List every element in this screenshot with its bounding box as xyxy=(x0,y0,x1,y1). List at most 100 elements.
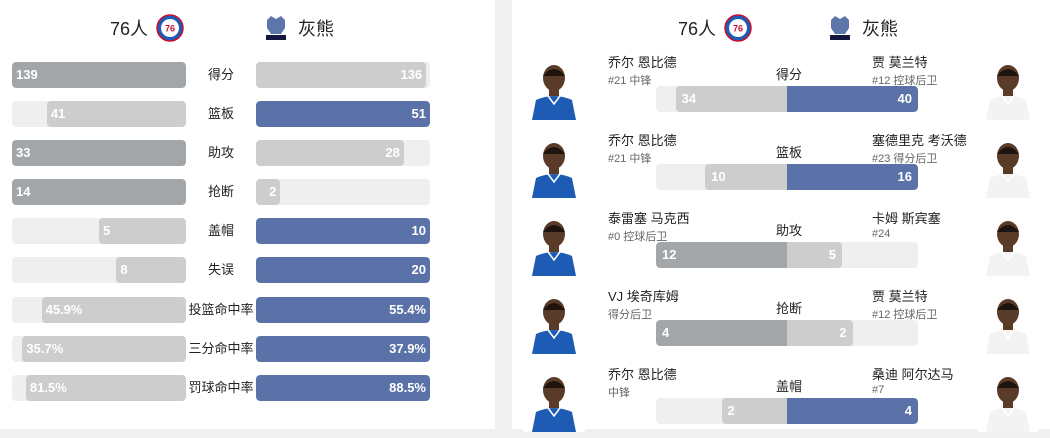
home-player-name[interactable]: VJ 埃奇库姆 xyxy=(608,289,679,304)
leaders-panel: 76人 76 灰熊 乔尔 恩比德 #21 中锋贾 莫兰特 #12 控球后卫 得分 34 4… xyxy=(512,0,1050,432)
home-leader-fill: 10 xyxy=(705,164,787,190)
away-player-name[interactable]: 卡姆 斯宾塞 xyxy=(872,211,941,226)
away-player-meta: #23 得分后卫 xyxy=(872,153,938,165)
stat-row[interactable]: 41 篮板 51 xyxy=(12,101,432,127)
stat-row[interactable]: 35.7% 三分命中率 37.9% xyxy=(12,336,432,362)
home-stat-value: 35.7% xyxy=(26,341,64,356)
home-stat-fill: 14 xyxy=(12,179,186,205)
away-stat-value: 2 xyxy=(269,184,277,199)
home-team-header[interactable]: 76人 76 xyxy=(110,10,184,46)
stat-row[interactable]: 5 盖帽 10 xyxy=(12,218,432,244)
home-player-meta: #0 控球后卫 xyxy=(608,231,668,243)
away-leader-value: 2 xyxy=(839,325,847,340)
leader-stat-label: 篮板 xyxy=(775,145,802,160)
home-stat-fill: 5 xyxy=(99,218,186,244)
away-team-name: 灰熊 xyxy=(862,19,898,39)
stat-row[interactable]: 33 助攻 28 xyxy=(12,140,432,166)
home-player-meta: #21 中锋 xyxy=(608,153,652,165)
away-player-avatar xyxy=(976,288,1040,354)
home-stat-value: 8 xyxy=(120,262,128,277)
home-stat-fill: 81.5% xyxy=(25,375,186,401)
home-player-avatar xyxy=(522,132,586,198)
team-stats-panel: 76人 76 灰熊 139 得分 136 41 篮板 51 33 助攻 28 14 抢断 2 5 盖帽 10… xyxy=(0,0,495,429)
leader-row[interactable]: 乔尔 恩比德 中锋 桑迪 阿尔达马 #7 盖帽 2 4 xyxy=(512,360,1050,438)
home-stat-value: 45.9% xyxy=(45,302,83,317)
away-stat-bar: 28 xyxy=(256,140,430,166)
stat-label: 失误 xyxy=(207,262,234,277)
away-stat-fill: 51 xyxy=(256,101,430,127)
home-player-meta: 得分后卫 xyxy=(608,309,652,321)
home-team-header-leaders[interactable]: 76人 76 xyxy=(678,10,752,46)
home-player-meta: 中锋 xyxy=(608,387,630,399)
away-stat-value: 55.4% xyxy=(389,302,426,317)
away-stat-value: 136 xyxy=(400,67,423,82)
away-player-avatar xyxy=(976,366,1040,432)
stat-row[interactable]: 81.5% 罚球命中率 88.5% xyxy=(12,375,432,401)
svg-text:76: 76 xyxy=(165,24,175,34)
away-leader-value: 16 xyxy=(897,169,912,184)
home-leader-value: 2 xyxy=(727,403,735,418)
stat-row[interactable]: 8 失误 20 xyxy=(12,257,432,283)
leader-compare-bar: 34 40 xyxy=(656,86,918,112)
home-stat-value: 41 xyxy=(50,106,66,121)
away-stat-fill: 28 xyxy=(256,140,404,166)
home-stat-fill: 139 xyxy=(12,62,186,88)
home-stat-fill: 35.7% xyxy=(22,336,186,362)
home-stat-value: 5 xyxy=(103,223,111,238)
away-player-meta: #12 控球后卫 xyxy=(872,75,938,87)
grizzlies-logo-icon xyxy=(826,13,854,43)
away-player-avatar xyxy=(976,54,1040,120)
leader-row[interactable]: 乔尔 恩比德 #21 中锋 塞德里克 考沃德 #23 得分后卫 篮板 10 16 xyxy=(512,126,1050,204)
away-stat-bar: 88.5% xyxy=(256,375,430,401)
home-player-avatar xyxy=(522,288,586,354)
away-stat-value: 88.5% xyxy=(389,380,426,395)
stat-row[interactable]: 139 得分 136 xyxy=(12,62,432,88)
stat-label: 罚球命中率 xyxy=(188,380,254,395)
away-player-name[interactable]: 桑迪 阿尔达马 xyxy=(872,367,954,382)
home-team-name: 76人 xyxy=(110,19,149,39)
away-player-name[interactable]: 贾 莫兰特 xyxy=(872,55,928,70)
home-player-name[interactable]: 乔尔 恩比德 xyxy=(608,133,677,148)
home-player-name[interactable]: 乔尔 恩比德 xyxy=(608,55,677,70)
stat-label: 得分 xyxy=(207,67,234,82)
leader-row[interactable]: 泰雷塞 马克西 #0 控球后卫 卡姆 斯宾塞 #24 助攻 12 5 xyxy=(512,204,1050,282)
away-team-header-leaders[interactable]: 灰熊 xyxy=(826,10,898,46)
grizzlies-logo-icon xyxy=(262,13,290,43)
home-stat-bar: 14 xyxy=(12,179,186,205)
leader-row[interactable]: VJ 埃奇库姆 得分后卫贾 莫兰特 #12 控球后卫 抢断 4 2 xyxy=(512,282,1050,360)
home-stat-bar: 81.5% xyxy=(12,375,186,401)
away-player-meta: #12 控球后卫 xyxy=(872,309,938,321)
home-stat-value: 81.5% xyxy=(29,380,67,395)
svg-text:76: 76 xyxy=(733,24,743,34)
leader-row[interactable]: 乔尔 恩比德 #21 中锋 贾 莫兰特 #12 控球后卫 得分 34 40 xyxy=(512,48,1050,126)
away-stat-value: 20 xyxy=(411,262,426,277)
home-leader-value: 12 xyxy=(662,247,677,262)
stat-row[interactable]: 45.9% 投篮命中率 55.4% xyxy=(12,297,432,323)
away-player-name[interactable]: 贾 莫兰特 xyxy=(872,289,928,304)
away-leader-fill: 5 xyxy=(787,242,843,268)
home-player-name[interactable]: 乔尔 恩比德 xyxy=(608,367,677,382)
away-stat-value: 28 xyxy=(385,145,400,160)
home-team-name: 76人 xyxy=(678,19,717,39)
away-player-name[interactable]: 塞德里克 考沃德 xyxy=(872,133,967,148)
away-player-meta: #7 xyxy=(872,384,885,396)
away-stat-value: 10 xyxy=(411,223,426,238)
home-stat-bar: 5 xyxy=(12,218,186,244)
stat-label: 篮板 xyxy=(207,106,234,121)
76ers-logo-icon: 76 xyxy=(724,13,752,43)
stat-row[interactable]: 14 抢断 2 xyxy=(12,179,432,205)
away-stat-bar: 136 xyxy=(256,62,430,88)
away-leader-fill: 2 xyxy=(787,320,853,346)
leader-compare-bar: 12 5 xyxy=(656,242,918,268)
home-leader-value: 4 xyxy=(662,325,670,340)
stat-label: 三分命中率 xyxy=(188,341,254,356)
home-stat-bar: 33 xyxy=(12,140,186,166)
away-team-header[interactable]: 灰熊 xyxy=(262,10,334,46)
away-stat-bar: 51 xyxy=(256,101,430,127)
away-stat-bar: 10 xyxy=(256,218,430,244)
home-stat-bar: 41 xyxy=(12,101,186,127)
stat-label: 盖帽 xyxy=(207,223,234,238)
home-stat-bar: 45.9% xyxy=(12,297,186,323)
home-player-name[interactable]: 泰雷塞 马克西 xyxy=(608,211,690,226)
